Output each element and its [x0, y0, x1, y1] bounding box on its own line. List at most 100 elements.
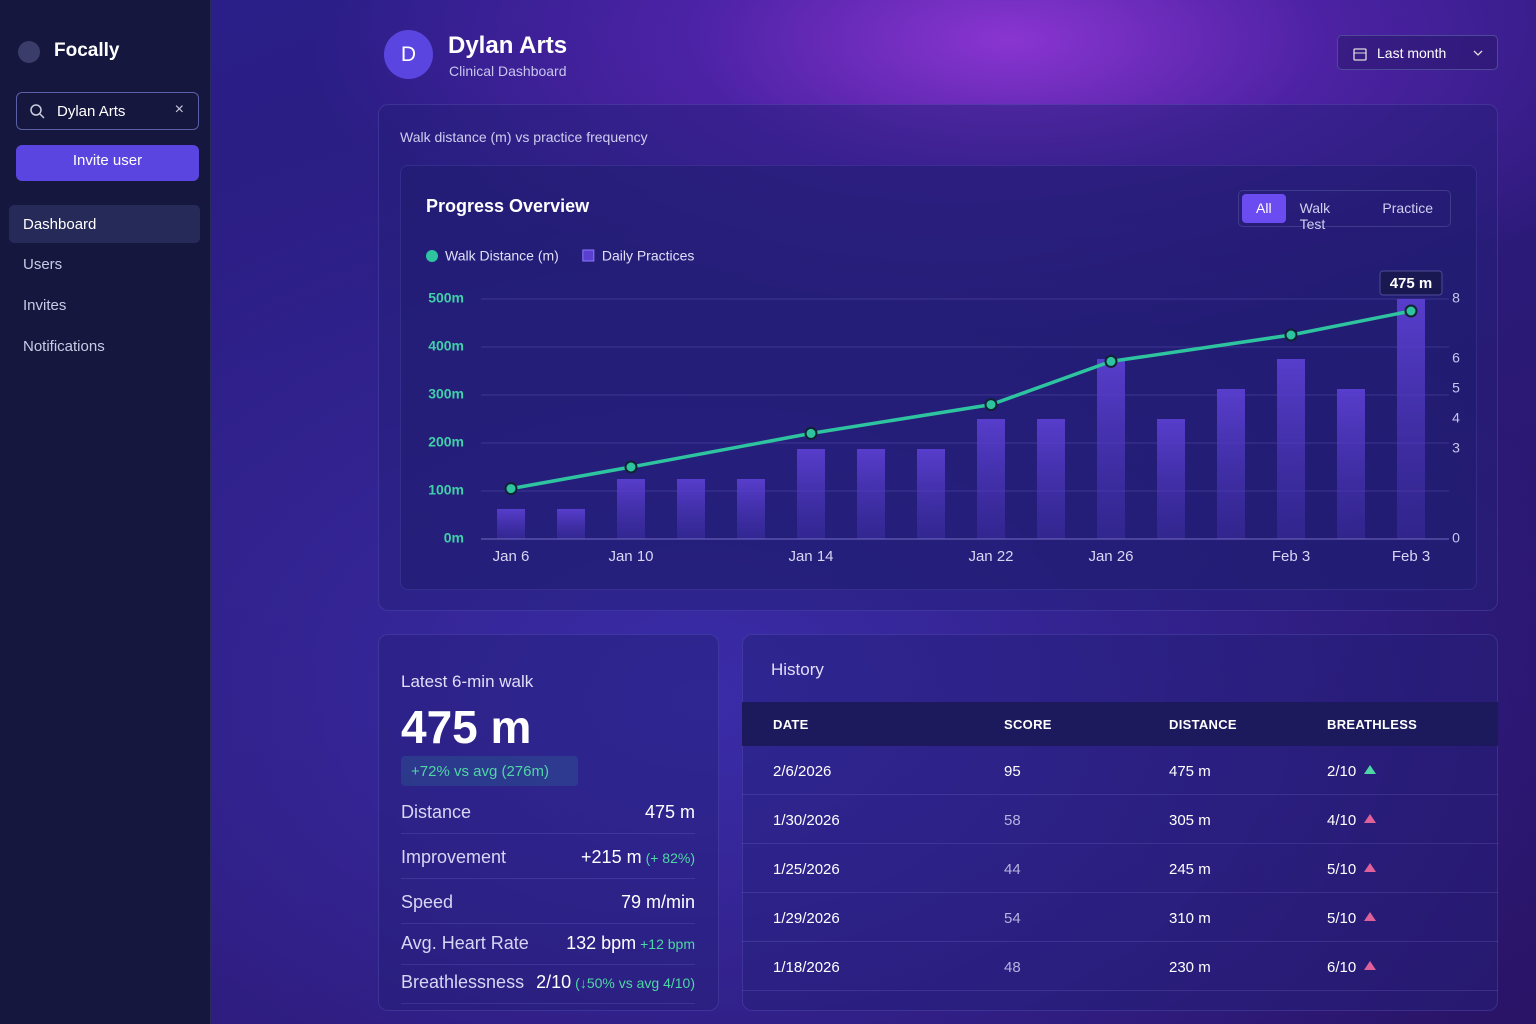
line-segment — [1110, 333, 1292, 364]
cell-text: 305 m — [1169, 812, 1211, 829]
stat-value: 475 m — [644, 802, 695, 822]
cell-text: 44 — [1004, 861, 1021, 878]
point — [984, 398, 998, 412]
column-header: BREATHLESS — [1327, 717, 1418, 732]
table-cell: 58 — [1004, 812, 1021, 829]
cell-text: 245 m — [1169, 861, 1211, 878]
brand: Focally — [54, 40, 120, 61]
legend-swatch — [426, 250, 438, 262]
stat-value-wrap: 475 m — [645, 802, 695, 823]
bar — [1037, 419, 1065, 539]
table-cell: 44 — [1004, 861, 1021, 878]
y2-tick-label: 8 — [1452, 290, 1460, 306]
bar — [1337, 389, 1365, 539]
table-cell: 305 m — [1169, 812, 1211, 829]
trend-icon — [1364, 912, 1377, 921]
table-cell: 48 — [1004, 959, 1021, 976]
cell-text: 230 m — [1169, 959, 1211, 976]
table-cell: 1/29/2026 — [773, 910, 840, 927]
stat-row: Speed 79 m/min — [401, 880, 695, 924]
stat-value: 132 bpm — [566, 933, 637, 953]
value-label: 475 m — [1390, 275, 1433, 292]
cell-text: 475 m — [1169, 763, 1211, 780]
table-cell: 95 — [1004, 763, 1021, 780]
x-tick-label: Feb 3 — [1272, 548, 1310, 565]
search-box[interactable]: Dylan Arts × — [16, 92, 199, 130]
table-row: 1/25/2026 44 245 m 5/10 — [742, 844, 1498, 893]
line-segment — [990, 359, 1112, 407]
y-tick-label: 0m — [444, 530, 464, 546]
table-row: 1/29/2026 54 310 m 5/10 — [742, 893, 1498, 942]
stat-label: Improvement — [401, 847, 507, 867]
legend-swatch — [582, 249, 595, 262]
table-cell: 4/10 — [1327, 812, 1377, 829]
bar — [1157, 419, 1185, 539]
stat-value: +215 m — [581, 847, 642, 867]
cell-text: 4/10 — [1327, 812, 1357, 829]
point — [1104, 354, 1118, 368]
stats-title: Latest 6-min walk — [401, 672, 534, 691]
chart-title: Progress Overview — [426, 196, 590, 216]
table-cell: 6/10 — [1327, 959, 1377, 976]
point — [1284, 328, 1298, 342]
y2-tick-label: 3 — [1452, 440, 1460, 456]
nav-item[interactable]: Dashboard — [9, 205, 200, 243]
stat-value: 2/10 — [536, 972, 572, 992]
point — [804, 426, 818, 440]
subtitle: Clinical Dashboard — [449, 63, 567, 79]
stat-label: Distance — [401, 802, 472, 822]
cell-text: 1/30/2026 — [773, 812, 840, 829]
y-tick-label: 200m — [428, 434, 464, 450]
column-header: SCORE — [1004, 717, 1052, 732]
line-segment — [510, 465, 632, 491]
nav-item[interactable]: Invites — [23, 297, 67, 314]
table-cell: 245 m — [1169, 861, 1211, 878]
chevron — [1473, 50, 1483, 56]
value-label-box — [1379, 270, 1443, 296]
logo — [18, 41, 40, 63]
stat-label: Avg. Heart Rate — [401, 933, 529, 953]
legend-label: Walk Distance (m) — [445, 248, 559, 264]
bar — [617, 479, 645, 539]
bar — [857, 449, 885, 539]
stat-row: Avg. Heart Rate 132 bpm +12 bpm — [401, 921, 695, 965]
y-tick-label: 300m — [428, 386, 464, 402]
bar — [797, 449, 825, 539]
table-cell: 1/25/2026 — [773, 861, 840, 878]
table-cell: 1/30/2026 — [773, 812, 840, 829]
table-cell: 475 m — [1169, 763, 1211, 780]
clear-button[interactable]: × — [174, 101, 184, 118]
stats-value: 475 m — [401, 701, 532, 753]
tab[interactable]: Practice — [1382, 200, 1433, 216]
invite-button[interactable]: Invite user — [16, 145, 199, 181]
stat-value-wrap: 132 bpm +12 bpm — [566, 933, 695, 954]
cell-text: 6/10 — [1327, 959, 1357, 976]
history-title: History — [771, 660, 824, 679]
trend-icon — [1364, 814, 1377, 823]
stat-row: Improvement +215 m (+ 82%) — [401, 835, 695, 879]
bar — [737, 479, 765, 539]
chart-caption: Walk distance (m) vs practice frequency — [400, 129, 648, 145]
table-cell: 310 m — [1169, 910, 1211, 927]
table-cell: 1/18/2026 — [773, 959, 840, 976]
line-segment — [810, 402, 992, 436]
table-cell: 5/10 — [1327, 910, 1377, 927]
bar — [497, 509, 525, 539]
search-icon — [30, 104, 45, 119]
nav-item[interactable]: Users — [23, 256, 63, 273]
range-select[interactable]: Last month — [1337, 35, 1498, 70]
cell-text: 54 — [1004, 910, 1021, 927]
tab[interactable]: All — [1242, 194, 1286, 223]
legend-label: Daily Practices — [602, 248, 695, 264]
chart: Progress Overview 0m 100m 200m 300m 400m 500m… — [426, 196, 1460, 565]
bar — [557, 509, 585, 539]
bar — [1277, 359, 1305, 539]
cell-text: 1/29/2026 — [773, 910, 840, 927]
cell-text: 95 — [1004, 763, 1021, 780]
cell-text: 1/25/2026 — [773, 861, 840, 878]
tab[interactable]: Walk Test — [1299, 200, 1331, 232]
stats-card — [378, 634, 719, 1011]
nav-item[interactable]: Notifications — [23, 338, 105, 355]
bar — [677, 479, 705, 539]
